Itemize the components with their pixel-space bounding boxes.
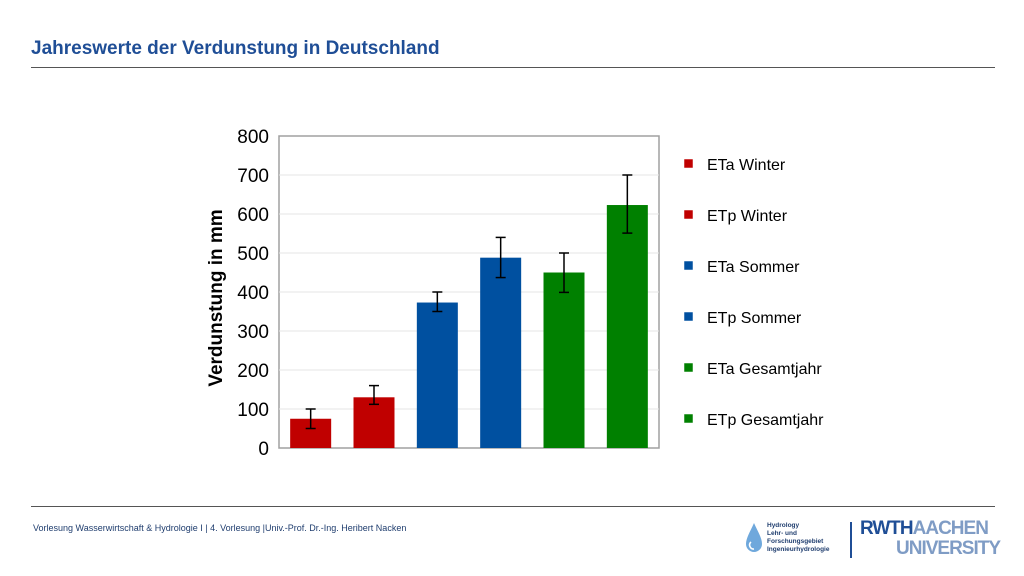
logo-separator: [850, 522, 852, 558]
y-tick-label: 0: [258, 439, 269, 460]
y-tick-label: 300: [237, 322, 269, 343]
y-tick-label: 700: [237, 166, 269, 187]
y-tick-label: 500: [237, 244, 269, 265]
water-drop-icon: [746, 523, 762, 552]
bar: [353, 397, 395, 448]
footer-divider: [31, 506, 995, 507]
y-tick-label: 600: [237, 205, 269, 226]
legend-label: ETp Gesamtjahr: [707, 412, 824, 429]
y-tick-label: 100: [237, 400, 269, 421]
bar: [480, 257, 522, 448]
legend-swatch: [683, 413, 694, 424]
legend-swatch: [683, 158, 694, 169]
legend-label: ETa Gesamtjahr: [707, 361, 822, 378]
bar: [543, 272, 585, 448]
hydrology-logo: Hydrology Lehr- und Forschungsgebiet Ing…: [745, 520, 845, 560]
y-tick-label: 200: [237, 361, 269, 382]
hydrology-logo-text: Hydrology Lehr- und Forschungsgebiet Ing…: [767, 522, 830, 553]
rwth-logo: RWTHAACHEN UNIVERSITY: [860, 518, 1001, 561]
legend-swatch: [683, 260, 694, 271]
y-axis-label: Verdunstung in mm: [206, 209, 227, 386]
rwth-logo-aachen: AACHEN: [912, 518, 989, 539]
rwth-logo-university: UNIVERSITY: [896, 538, 1001, 559]
legend-label: ETa Sommer: [707, 259, 800, 276]
legend-label: ETp Sommer: [707, 310, 802, 327]
legend-swatch: [683, 209, 694, 220]
rwth-logo-rwth: RWTH: [860, 518, 914, 539]
bar: [606, 205, 648, 448]
y-tick-label: 800: [237, 127, 269, 148]
bar: [416, 302, 458, 448]
legend-swatch: [683, 311, 694, 322]
footer-text: Vorlesung Wasserwirtschaft & Hydrologie …: [33, 523, 407, 533]
legend-swatch: [683, 362, 694, 373]
y-tick-label: 400: [237, 283, 269, 304]
slide-title: Jahreswerte der Verdunstung in Deutschla…: [31, 38, 440, 59]
chart: 0 100 200 300 400 500 600 700 800 Verdunstung in …: [206, 127, 824, 460]
legend-label: ETa Winter: [707, 157, 786, 174]
legend-label: ETp Winter: [707, 208, 788, 225]
title-divider: [31, 67, 995, 68]
